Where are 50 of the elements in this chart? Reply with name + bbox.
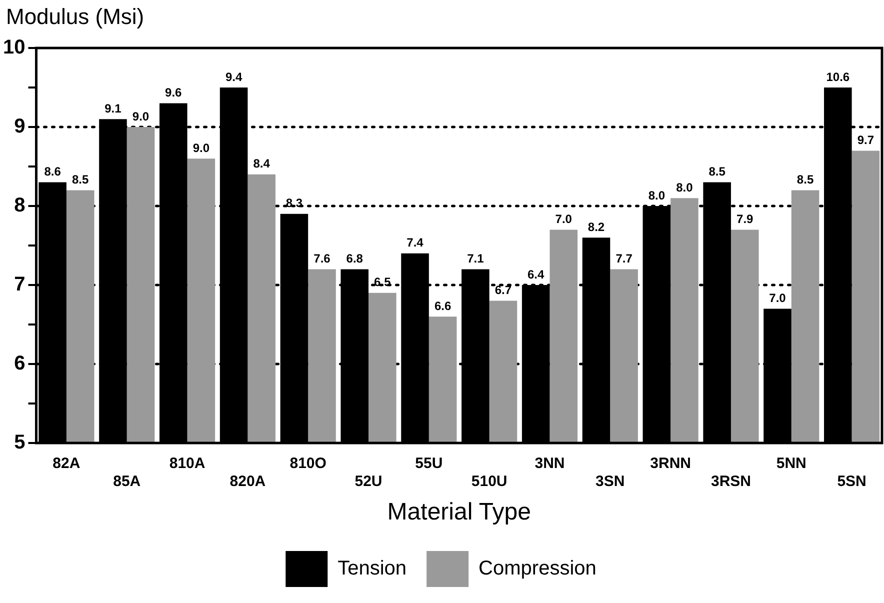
x-tick-label: 85A	[113, 473, 141, 490]
annotation: 8.0	[676, 180, 694, 194]
x-tick-label: 5NN	[776, 455, 806, 472]
y-tick-label: 7	[14, 274, 26, 296]
x-tick-label: 55U	[415, 455, 443, 472]
annotation: 6.8	[346, 252, 364, 266]
annotation: 9.6	[165, 86, 182, 100]
legend-label: Compression	[478, 558, 596, 580]
annotation: 8.0	[648, 188, 666, 202]
x-tick-label: 82A	[52, 455, 80, 472]
annotation: 7.0	[769, 291, 786, 306]
annotation: 6.7	[494, 283, 512, 298]
annotation: 8.2	[588, 220, 605, 234]
x-tick-label: 5SN	[837, 473, 866, 490]
annotation: 9.0	[132, 109, 150, 124]
annotation: 8.6	[44, 164, 62, 179]
x-tick-label: 820A	[230, 473, 266, 490]
legend-label: Tension	[338, 558, 407, 580]
annotation: 7.6	[314, 252, 331, 266]
annotation: 9.7	[857, 133, 874, 148]
annotation: 8.4	[253, 156, 270, 171]
x-tick-label: 510U	[471, 473, 508, 490]
x-tick-label: 3RSN	[710, 473, 751, 490]
annotation: 8.5	[708, 164, 726, 179]
x-axis-title: Material Type	[387, 498, 531, 526]
annotation: 10.6	[826, 70, 850, 84]
annotation: 9.4	[225, 70, 242, 84]
x-tick-label: 52U	[354, 473, 382, 490]
y-tick-label: 5	[14, 432, 26, 454]
x-tick-label: 3RNN	[650, 455, 691, 472]
annotation: 8.5	[796, 172, 814, 187]
y-tick-label: 10	[2, 36, 26, 59]
y-tick-label: 9	[14, 116, 26, 138]
annotation: 7.9	[736, 212, 754, 226]
x-tick-label: 810A	[169, 455, 206, 472]
annotation: 7.1	[467, 252, 484, 266]
annotation: 7.0	[555, 212, 572, 226]
y-tick-label: 8	[14, 194, 26, 217]
x-tick-label: 3NN	[534, 455, 565, 472]
annotation: 6.4	[528, 267, 545, 282]
annotation: 6.6	[434, 298, 452, 313]
y-axis-title: Modulus (Msi)	[6, 4, 144, 30]
annotation: 9.0	[192, 140, 210, 155]
y-tick-label: 6	[14, 352, 26, 375]
annotation: 8.5	[72, 172, 90, 187]
annotation: 7.7	[616, 252, 633, 266]
x-tick-label: 3SN	[596, 473, 625, 490]
annotation: 7.4	[406, 236, 424, 250]
annotation: 9.1	[104, 101, 122, 116]
x-tick-label: 810O	[290, 455, 327, 472]
